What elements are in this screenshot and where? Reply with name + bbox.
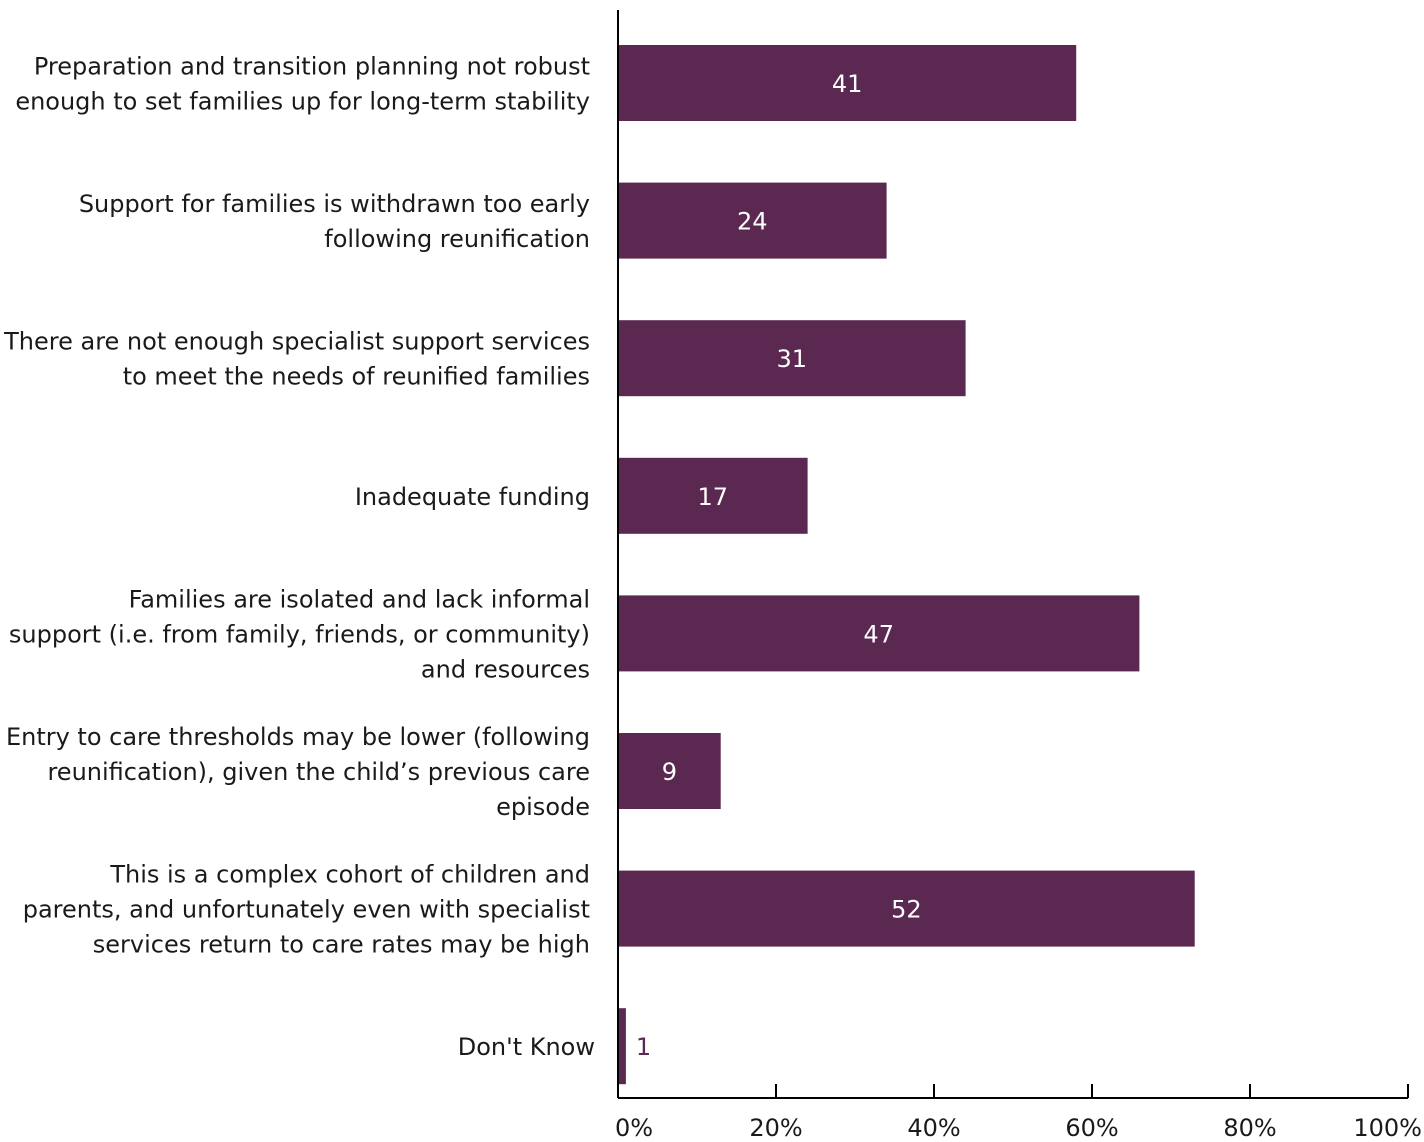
bar: [618, 733, 721, 809]
bars-group: [618, 45, 1195, 1085]
x-tick-label: 60%: [1065, 1114, 1118, 1142]
data-label: 1: [636, 1033, 651, 1061]
category-label: Entry to care thresholds may be lower (f…: [6, 723, 590, 751]
x-tick-label: 20%: [749, 1114, 802, 1142]
category-label: This is a complex cohort of children and: [109, 861, 590, 889]
category-label: following reunification: [324, 225, 590, 253]
category-label: Support for families is withdrawn too ea…: [79, 190, 590, 218]
data-label: 17: [698, 483, 729, 511]
data-label: 41: [832, 70, 863, 98]
data-label: 31: [777, 345, 808, 373]
data-label: 9: [662, 758, 677, 786]
category-label: services return to care rates may be hig…: [93, 931, 590, 959]
category-label: Don't Know: [458, 1033, 595, 1061]
category-label: Preparation and transition planning not …: [34, 53, 590, 81]
category-label: Families are isolated and lack informal: [129, 585, 590, 613]
bar: [618, 870, 1195, 947]
bar: [618, 457, 808, 534]
axes-group: 0% 20% 40% 60% 80% 100%: [615, 10, 1422, 1142]
category-label: There are not enough specialist support …: [3, 328, 590, 356]
category-label: and resources: [421, 655, 590, 683]
labels-group: 41 Preparation and transition planning no…: [3, 53, 922, 1062]
x-tick-label: 0%: [615, 1114, 653, 1142]
category-label: enough to set families up for long-term …: [15, 88, 590, 116]
bar: [618, 320, 966, 397]
x-tick-label: 100%: [1353, 1114, 1422, 1142]
category-label: parents, and unfortunately even with spe…: [23, 896, 590, 924]
category-label: Inadequate funding: [355, 483, 590, 511]
category-label: episode: [496, 793, 590, 821]
data-label: 47: [863, 620, 894, 648]
category-label: support (i.e. from family, friends, or c…: [9, 620, 590, 648]
bar: [618, 1008, 626, 1085]
data-label: 24: [737, 208, 768, 236]
category-label: to meet the needs of reunified families: [123, 363, 590, 391]
bar: [618, 182, 887, 259]
category-label: reunification), given the child’s previo…: [47, 758, 590, 786]
x-tick-label: 40%: [907, 1114, 960, 1142]
data-label: 52: [891, 896, 922, 924]
bar: [618, 595, 1140, 672]
bar: [618, 45, 1077, 121]
x-tick-label: 80%: [1223, 1114, 1276, 1142]
